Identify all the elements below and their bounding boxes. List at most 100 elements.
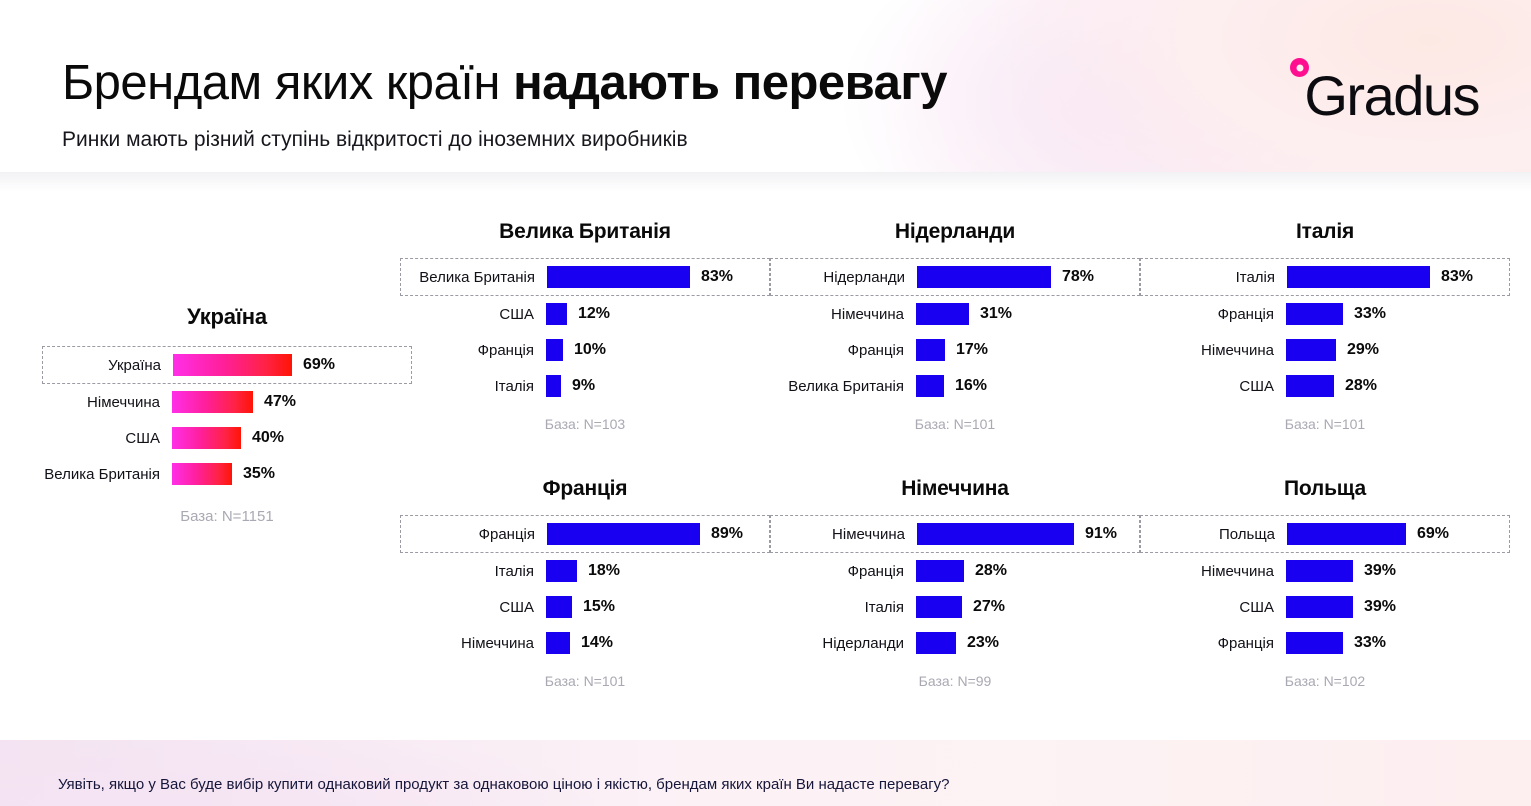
- bar-category-label: Нідерланди: [823, 268, 905, 286]
- bar-value-label: 16%: [955, 377, 988, 394]
- bar-row-highlighted: Франція 89%: [400, 515, 770, 553]
- bar: [547, 523, 700, 545]
- bar: [172, 391, 253, 413]
- survey-question: Уявіть, якщо у Вас буде вибір купити одн…: [58, 776, 950, 793]
- bar-zone: 83%: [547, 266, 769, 288]
- bar-row: Італія 18%: [400, 553, 770, 589]
- bar-category-label: Італія: [1235, 268, 1275, 286]
- bar-zone: 17%: [916, 339, 1140, 361]
- bar-zone: 18%: [546, 560, 770, 582]
- header-text-block: Брендам яких країн надають перевагу Ринк…: [62, 52, 948, 154]
- bar-value-label: 29%: [1347, 341, 1380, 358]
- bar-zone: 29%: [1286, 339, 1510, 361]
- bar-rows: Велика Британія 83% США 12% Франція 10% Італія…: [400, 258, 770, 404]
- bar-row: Нідерланди 23%: [770, 625, 1140, 661]
- bar-row: США 28%: [1140, 368, 1510, 404]
- bar: [1287, 523, 1406, 545]
- bar-row-highlighted: Німеччина 91%: [770, 515, 1140, 553]
- footer: Уявіть, якщо у Вас буде вибір купити одн…: [0, 740, 1531, 806]
- bar-zone: 91%: [917, 523, 1139, 545]
- bar: [916, 596, 962, 618]
- bar-value-label: 33%: [1354, 305, 1387, 322]
- bar-row: США 12%: [400, 296, 770, 332]
- gradus-logo-text: Gradus: [1304, 64, 1480, 127]
- bar-category-label: Велика Британія: [44, 465, 160, 483]
- bar-zone: 40%: [172, 427, 412, 449]
- bar-category-label: Франція: [847, 341, 904, 359]
- bar-row-highlighted: Україна 69%: [42, 346, 412, 384]
- page-subtitle: Ринки мають різний ступінь відкритості д…: [62, 128, 688, 151]
- bar-row: Німеччина 29%: [1140, 332, 1510, 368]
- bar-value-label: 14%: [581, 634, 614, 651]
- bar-category-label: Нідерланди: [822, 634, 904, 652]
- bar-row: Велика Британія 35%: [42, 456, 412, 492]
- bar-value-label: 78%: [1062, 268, 1095, 285]
- base-caption: База: N=101: [544, 673, 626, 689]
- bar-value-label: 89%: [711, 525, 744, 542]
- bar-row: Велика Британія 16%: [770, 368, 1140, 404]
- bar-category-label: Німеччина: [461, 634, 534, 652]
- bar-category-label: США: [1239, 598, 1274, 616]
- bar-row: Франція 33%: [1140, 625, 1510, 661]
- bar: [1286, 375, 1334, 397]
- bar-value-label: 39%: [1364, 598, 1397, 615]
- base-caption: База: N=103: [544, 416, 626, 432]
- chart-panel: Італія Італія 83% Франція 33% Німеччина 29% США…: [1140, 220, 1510, 477]
- bar-row: Італія 27%: [770, 589, 1140, 625]
- bar-category-label: США: [499, 598, 534, 616]
- base-caption: База: N=99: [918, 673, 992, 689]
- bar-value-label: 28%: [975, 562, 1008, 579]
- bar-zone: 39%: [1286, 560, 1510, 582]
- bar: [916, 560, 964, 582]
- bar-row-highlighted: Велика Британія 83%: [400, 258, 770, 296]
- bar-value-label: 28%: [1345, 377, 1378, 394]
- chart-grid: Велика Британія Велика Британія 83% США 12% Ф…: [400, 220, 1510, 734]
- gradus-ring-icon: [1290, 58, 1310, 77]
- bar: [546, 339, 563, 361]
- bar-category-label: Велика Британія: [419, 268, 535, 286]
- bar-zone: 47%: [172, 391, 412, 413]
- panel-title: Німеччина: [901, 477, 1009, 500]
- bar-row: Франція 17%: [770, 332, 1140, 368]
- bar-value-label: 69%: [1417, 525, 1450, 542]
- bar-zone: 27%: [916, 596, 1140, 618]
- chart-panel: Нідерланди Нідерланди 78% Німеччина 31% Франц…: [770, 220, 1140, 477]
- bar-zone: 28%: [1286, 375, 1510, 397]
- bar-value-label: 40%: [252, 429, 285, 446]
- bar-rows: Франція 89% Італія 18% США 15% Німеччина 14%: [400, 515, 770, 661]
- bar-category-label: США: [1239, 377, 1274, 395]
- bar-category-label: Франція: [1217, 634, 1274, 652]
- bar: [172, 463, 232, 485]
- bar: [547, 266, 690, 288]
- bar-category-label: Німеччина: [1201, 562, 1274, 580]
- page-title: Брендам яких країн надають перевагу: [62, 52, 948, 114]
- bar-zone: 14%: [546, 632, 770, 654]
- bar-value-label: 10%: [574, 341, 607, 358]
- bar-rows: Німеччина 91% Франція 28% Італія 27% Нідерланд…: [770, 515, 1140, 661]
- bar-row: Німеччина 14%: [400, 625, 770, 661]
- bar-value-label: 47%: [264, 393, 297, 410]
- bar: [546, 303, 567, 325]
- panel-title: Франція: [542, 477, 628, 500]
- bar-category-label: Німеччина: [832, 525, 905, 543]
- header-divider: [0, 172, 1531, 192]
- bar-value-label: 15%: [583, 598, 616, 615]
- bar: [546, 560, 577, 582]
- bar-category-label: Італія: [494, 377, 534, 395]
- bar-row: Німеччина 31%: [770, 296, 1140, 332]
- bar-rows: Польща 69% Німеччина 39% США 39% Франція 33%: [1140, 515, 1510, 661]
- panel-title: Нідерланди: [894, 220, 1016, 243]
- bar-zone: 28%: [916, 560, 1140, 582]
- base-caption: База: N=1151: [180, 508, 274, 525]
- bar-value-label: 12%: [578, 305, 611, 322]
- bar-row: Німеччина 47%: [42, 384, 412, 420]
- bar: [1286, 560, 1353, 582]
- bar-value-label: 39%: [1364, 562, 1397, 579]
- bar-rows: Україна 69% Німеччина 47% США 40% Велика Брита…: [42, 346, 412, 492]
- bar-rows: Італія 83% Франція 33% Німеччина 29% США 28%: [1140, 258, 1510, 404]
- bar-value-label: 17%: [956, 341, 989, 358]
- bar: [1286, 596, 1353, 618]
- bar-category-label: Італія: [864, 598, 904, 616]
- bar-value-label: 23%: [967, 634, 1000, 651]
- bar-row: Франція 10%: [400, 332, 770, 368]
